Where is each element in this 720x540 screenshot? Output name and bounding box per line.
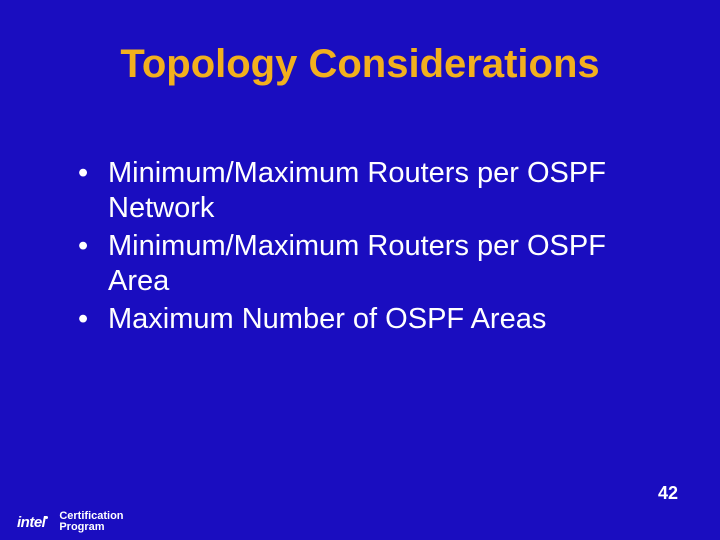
footer-logo: intel Certification Program	[14, 511, 124, 534]
cert-line-2: Program	[59, 522, 123, 534]
bullet-item: Minimum/Maximum Routers per OSPF Network	[78, 156, 660, 227]
page-number: 42	[658, 483, 678, 504]
intel-logo-icon: intel	[14, 513, 51, 532]
certification-label: Certification Program	[59, 511, 123, 534]
intel-logo-dot	[45, 516, 48, 519]
bullet-item: Maximum Number of OSPF Areas	[78, 302, 660, 337]
bullet-item: Minimum/Maximum Routers per OSPF Area	[78, 229, 660, 300]
intel-logo-text: intel	[17, 514, 45, 531]
slide-title: Topology Considerations	[0, 42, 720, 87]
bullet-list: Minimum/Maximum Routers per OSPF Network…	[78, 156, 660, 339]
slide: Topology Considerations Minimum/Maximum …	[0, 0, 720, 540]
